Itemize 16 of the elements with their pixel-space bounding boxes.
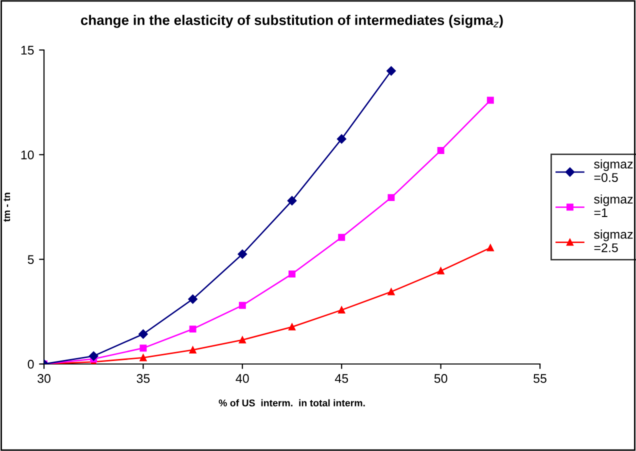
y-tick-label: 15 <box>21 46 34 55</box>
x-tick-label: 35 <box>136 374 150 383</box>
y-tick-label: 10 <box>21 150 34 160</box>
legend-label: sigmaz =1 <box>594 194 633 217</box>
x-tick-label: 50 <box>434 374 448 383</box>
y-tick-label: 0 <box>28 360 34 369</box>
x-tick-label: 40 <box>236 374 249 383</box>
legend-label: sigmaz =0.5 <box>594 159 633 182</box>
x-tick-label: 55 <box>534 374 546 383</box>
x-tick-label: 45 <box>334 374 348 383</box>
y-axis-title: tm - tn <box>4 192 10 222</box>
x-axis-title: % of US interm. in total interm. <box>218 399 365 406</box>
x-tick-label: 30 <box>38 374 50 383</box>
legend-label: sigmaz =2.5 <box>594 230 633 252</box>
y-tick-label: 5 <box>28 255 34 264</box>
chart-title: change in the elasticity of substitution of intermediates (sigma$_{z}$) <box>80 14 503 28</box>
